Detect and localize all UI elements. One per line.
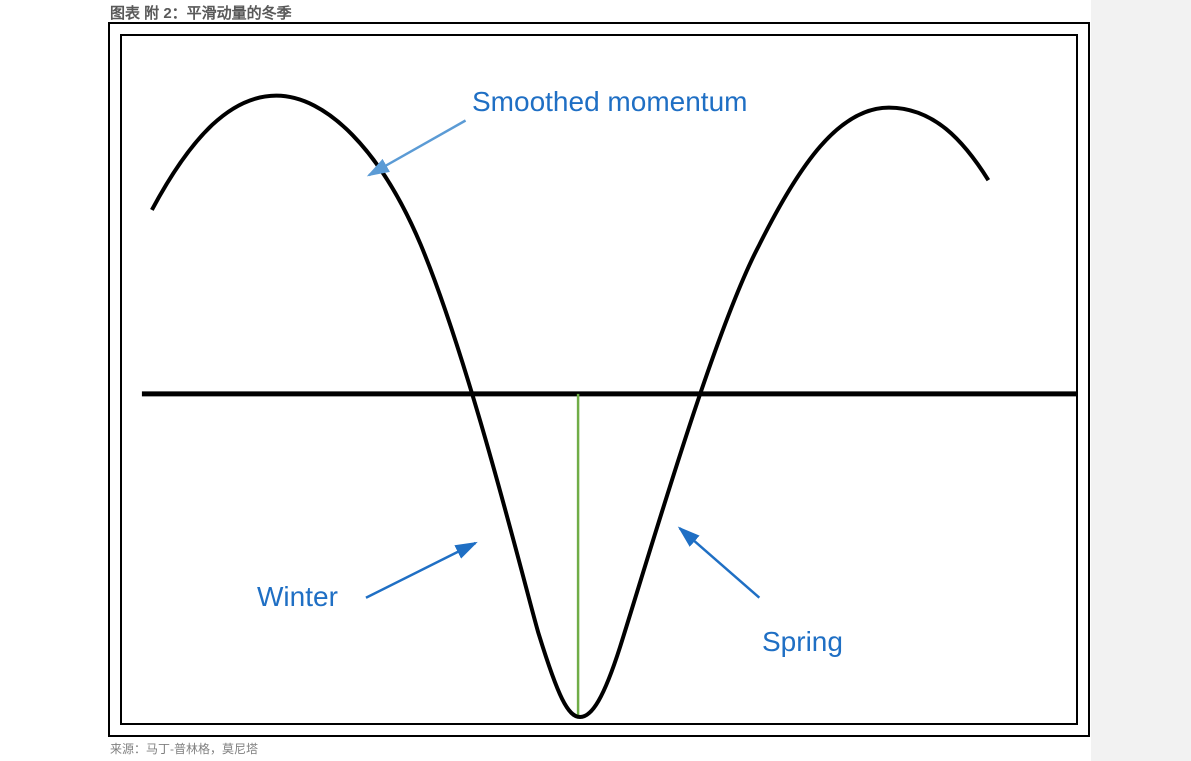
chart-outer-border: Smoothed momentum Winter Spring <box>108 22 1090 737</box>
chart-source: 来源：马丁-普林格，莫尼塔 <box>110 740 258 757</box>
label-momentum: Smoothed momentum <box>472 86 747 118</box>
right-gray-strip <box>1091 0 1191 761</box>
momentum-curve <box>152 96 988 717</box>
chart-inner-border: Smoothed momentum Winter Spring <box>120 34 1078 725</box>
arrow-winter <box>366 543 476 598</box>
chart-caption: 图表 附 2：平滑动量的冬季 <box>110 2 292 23</box>
arrow-spring <box>680 528 760 598</box>
label-winter: Winter <box>257 581 338 613</box>
chart-svg <box>122 36 1076 723</box>
label-spring: Spring <box>762 626 843 658</box>
arrow-momentum <box>369 121 466 176</box>
